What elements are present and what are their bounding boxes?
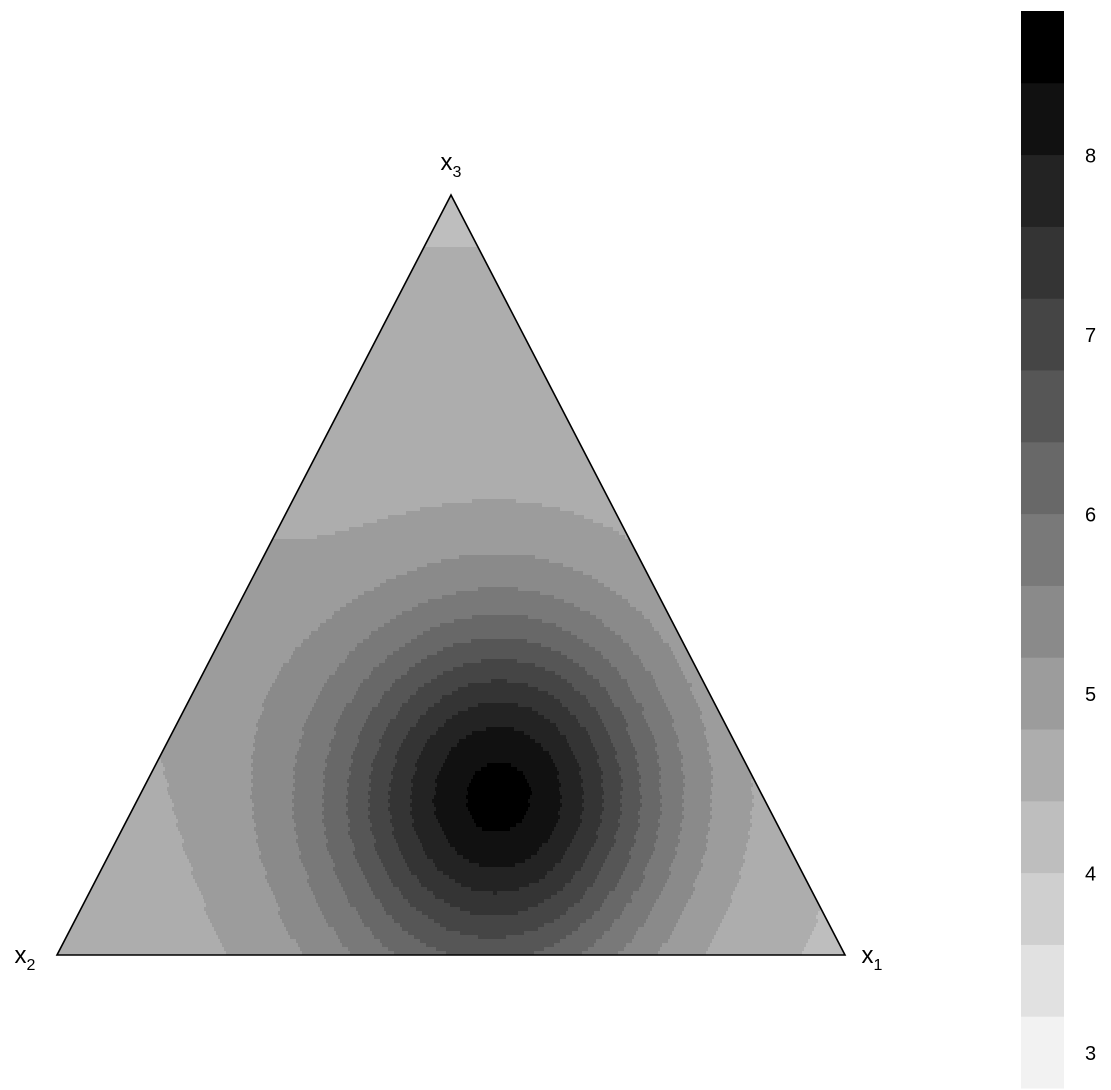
colorbar-band (1021, 441, 1064, 515)
maximum-point-marker (493, 786, 512, 805)
colorbar-band (1021, 298, 1064, 371)
colorbar-tick-label: 5 (1085, 684, 1096, 706)
colorbar-band (1021, 585, 1064, 658)
colorbar-tick-label: 4 (1085, 864, 1096, 886)
colorbar-band (1021, 657, 1064, 730)
colorbar-tick-label: 7 (1085, 325, 1096, 347)
colorbar-band (1021, 729, 1064, 802)
colorbar-band (1021, 226, 1064, 299)
vertex-label-x1: x1 (862, 942, 883, 974)
vertex-label-x3: x3 (441, 149, 462, 181)
colorbar-band (1021, 11, 1064, 84)
colorbar-tick-label: 6 (1085, 505, 1096, 527)
triangle-outline (55, 193, 847, 956)
vertex-label-x2: x2 (15, 942, 36, 974)
contour-fill-layer (58, 195, 845, 955)
colorbar-band (1021, 513, 1064, 586)
colorbar-tick-label: 8 (1085, 146, 1096, 168)
colorbar-band (1021, 82, 1064, 156)
colorbar-tick-label: 3 (1085, 1043, 1096, 1065)
colorbar-band (1021, 944, 1064, 1017)
colorbar-band (1021, 800, 1064, 874)
colorbar-band (1021, 370, 1064, 443)
colorbar-band (1021, 154, 1064, 227)
colorbar-band (1021, 1016, 1064, 1089)
colorbar: 3 4 5 6 7 8 (1021, 11, 1096, 1089)
colorbar-band (1021, 872, 1064, 945)
